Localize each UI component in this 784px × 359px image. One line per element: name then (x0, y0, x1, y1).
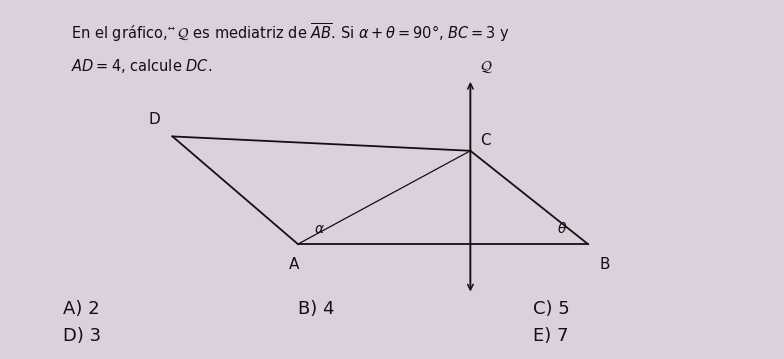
Text: D) 3: D) 3 (63, 327, 101, 345)
Text: $\mathcal{Q}$: $\mathcal{Q}$ (480, 60, 492, 75)
Text: A) 2: A) 2 (63, 300, 100, 318)
Text: C: C (480, 133, 491, 148)
Text: D: D (149, 112, 161, 127)
Text: En el gráfico, $\overleftrightarrow{\mathcal{Q}}$ es mediatriz de $\overline{AB}: En el gráfico, $\overleftrightarrow{\mat… (71, 22, 510, 44)
Text: C) 5: C) 5 (533, 300, 570, 318)
Text: E) 7: E) 7 (533, 327, 568, 345)
Text: $\alpha$: $\alpha$ (314, 222, 325, 236)
Text: B) 4: B) 4 (298, 300, 335, 318)
Text: A: A (289, 257, 299, 272)
Text: $\theta$: $\theta$ (557, 221, 567, 236)
Text: $AD=4$, calcule $DC$.: $AD=4$, calcule $DC$. (71, 57, 212, 75)
Text: B: B (600, 257, 610, 272)
